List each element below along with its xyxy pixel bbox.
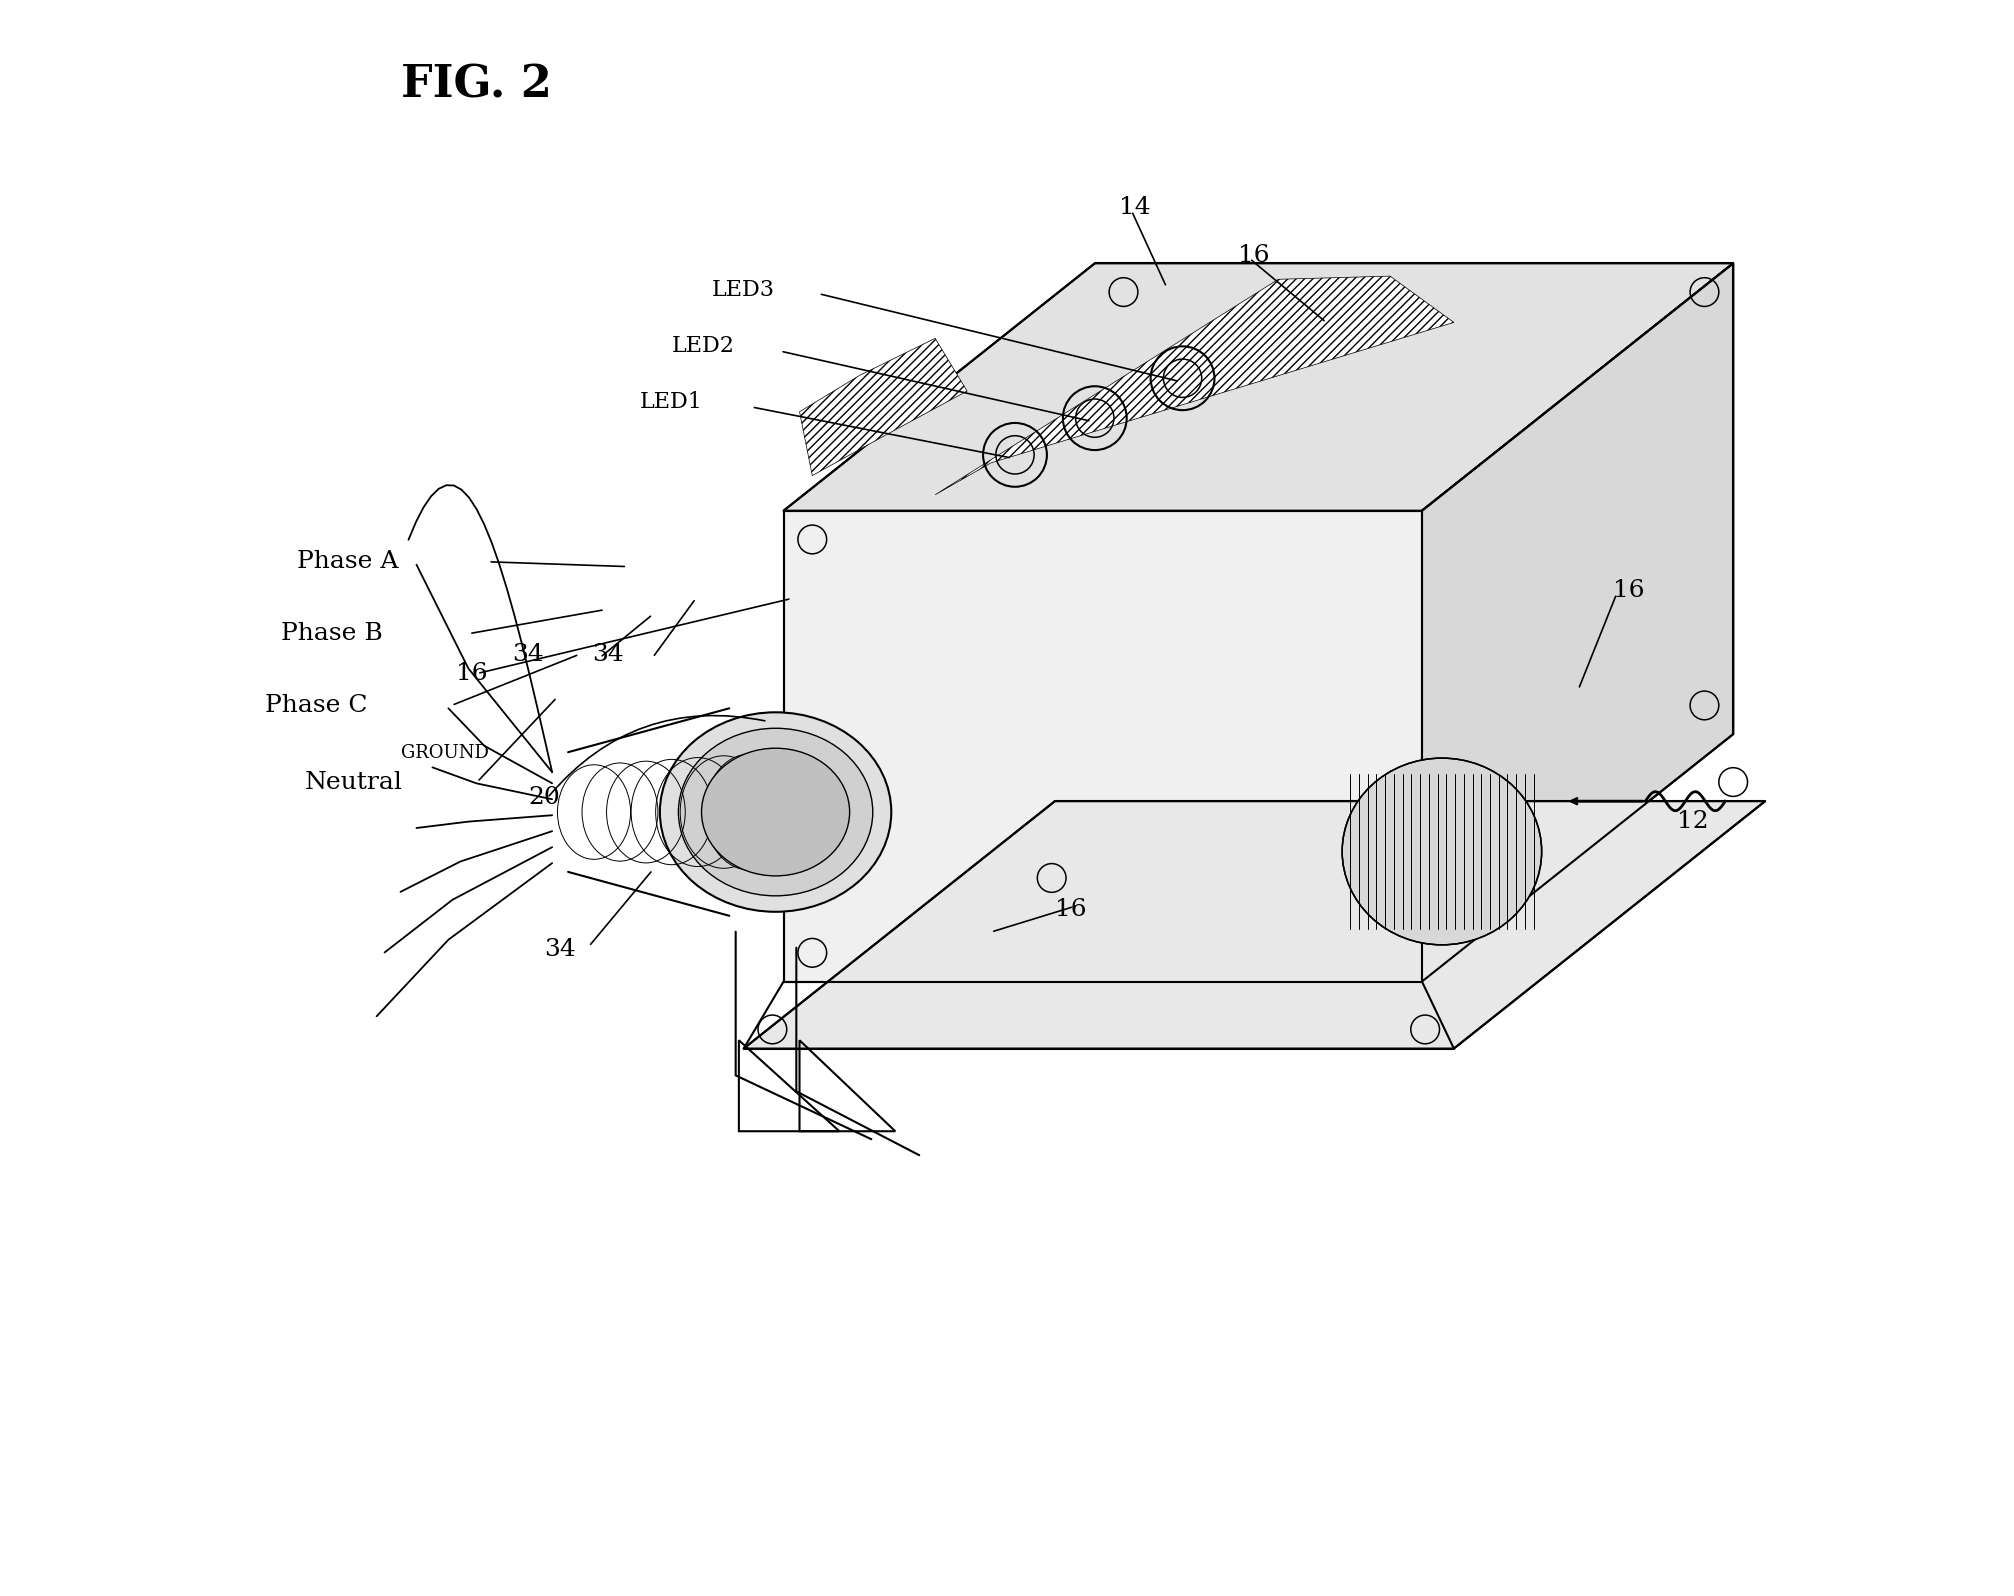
- Text: Phase C: Phase C: [266, 694, 367, 717]
- Text: 16: 16: [457, 662, 487, 685]
- Text: 20: 20: [528, 787, 560, 809]
- Text: LED3: LED3: [711, 279, 775, 302]
- Text: 16: 16: [1613, 579, 1645, 602]
- Text: Neutral: Neutral: [304, 771, 403, 793]
- Text: 14: 14: [1118, 196, 1150, 219]
- Text: 34: 34: [512, 643, 544, 666]
- Ellipse shape: [701, 749, 850, 876]
- Text: 34: 34: [544, 938, 576, 961]
- Text: 16: 16: [1055, 899, 1086, 921]
- Polygon shape: [800, 338, 967, 476]
- Ellipse shape: [661, 712, 892, 911]
- Polygon shape: [783, 263, 1734, 511]
- Text: LED2: LED2: [673, 335, 735, 358]
- Text: FIG. 2: FIG. 2: [401, 64, 552, 107]
- Polygon shape: [934, 276, 1454, 495]
- Text: 12: 12: [1678, 811, 1710, 833]
- Ellipse shape: [1341, 758, 1541, 945]
- Polygon shape: [783, 511, 1422, 982]
- Text: Phase A: Phase A: [296, 551, 399, 573]
- Text: GROUND: GROUND: [401, 744, 487, 763]
- Polygon shape: [1422, 263, 1734, 734]
- Text: LED1: LED1: [640, 391, 703, 413]
- Text: 16: 16: [1239, 244, 1271, 267]
- Polygon shape: [743, 801, 1764, 1049]
- Ellipse shape: [679, 728, 872, 895]
- Text: 34: 34: [592, 643, 624, 666]
- Polygon shape: [1422, 263, 1734, 982]
- Text: Phase B: Phase B: [280, 622, 383, 645]
